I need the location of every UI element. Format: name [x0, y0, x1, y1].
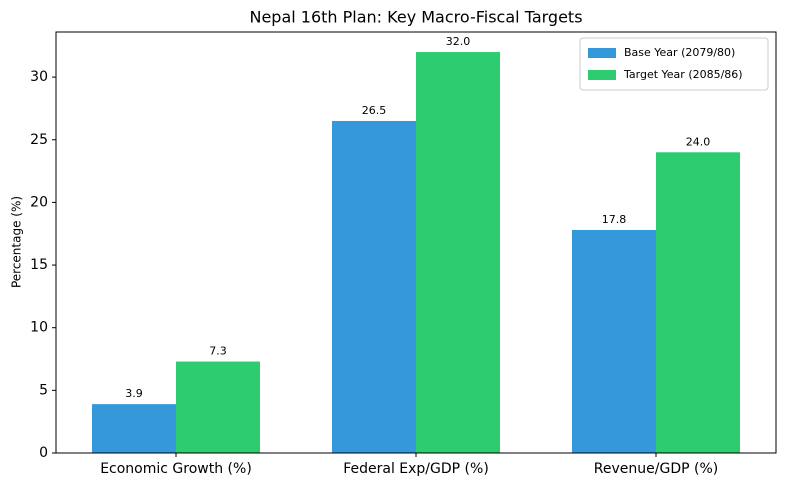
y-tick-label: 10 [30, 320, 48, 336]
chart-title: Nepal 16th Plan: Key Macro-Fiscal Target… [249, 8, 582, 27]
x-tick-label: Revenue/GDP (%) [594, 461, 718, 477]
plot-frame [55, 31, 777, 454]
bar [656, 152, 740, 454]
bar [92, 404, 176, 453]
value-label: 17.8 [602, 213, 627, 226]
value-label: 24.0 [686, 135, 711, 148]
y-tick-label: 20 [30, 194, 48, 210]
bar [332, 120, 416, 454]
y-tick-label: 30 [30, 69, 48, 85]
bar [572, 229, 656, 453]
bar [416, 52, 500, 454]
value-label: 7.3 [209, 345, 227, 358]
value-label: 3.9 [125, 387, 143, 400]
legend-label: Base Year (2079/80) [624, 46, 735, 59]
x-tick-label: Economic Growth (%) [100, 461, 252, 477]
value-label: 32.0 [446, 35, 471, 48]
bar [176, 361, 260, 453]
value-label: 26.5 [362, 104, 387, 117]
legend-swatch [588, 70, 616, 80]
y-tick-label: 25 [30, 132, 48, 148]
y-tick-label: 5 [39, 382, 48, 398]
y-tick-label: 15 [30, 257, 48, 273]
legend-box [579, 37, 769, 91]
legend-swatch [588, 48, 616, 58]
y-axis-label: Percentage (%) [10, 196, 24, 288]
legend-label: Target Year (2085/86) [623, 68, 743, 81]
y-tick-label: 0 [39, 445, 48, 461]
x-tick-label: Federal Exp/GDP (%) [343, 461, 489, 477]
